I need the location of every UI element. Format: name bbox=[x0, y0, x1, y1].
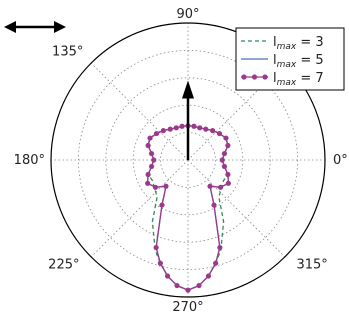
series-3-point-19 bbox=[148, 163, 155, 170]
series-3-point-5 bbox=[210, 128, 216, 134]
series-3-point-28 bbox=[174, 282, 180, 289]
radial-gridline-2 bbox=[132, 104, 244, 216]
series-3-point-31 bbox=[205, 273, 212, 279]
series-3-point-37 bbox=[225, 180, 231, 186]
outer-circle bbox=[50, 22, 326, 298]
series-3-point-39 bbox=[221, 163, 228, 170]
series-3-point-3 bbox=[223, 135, 229, 141]
angle-gridline-315 bbox=[187, 159, 286, 258]
series-3-point-11 bbox=[173, 125, 179, 131]
series-3-point-16 bbox=[145, 142, 151, 149]
legend-label-1: lmax = 3 bbox=[273, 35, 324, 52]
series-3-point-33 bbox=[217, 244, 223, 251]
series-3-point-7 bbox=[197, 125, 203, 131]
series-3-point-35 bbox=[207, 183, 213, 189]
series-3-point-26 bbox=[157, 260, 163, 266]
series-3-point-20 bbox=[145, 171, 151, 178]
angle-label-135: 135° bbox=[52, 44, 83, 59]
series-3-point-18 bbox=[151, 157, 157, 163]
series-3-point-27 bbox=[164, 273, 171, 279]
polar-grid bbox=[50, 22, 326, 298]
series-3-point-15 bbox=[147, 135, 153, 141]
field-arrow-head bbox=[182, 80, 194, 99]
double-arrow-icon bbox=[4, 21, 66, 33]
legend-marker-3-0 bbox=[241, 74, 247, 80]
angle-label-270: 270° bbox=[172, 300, 203, 315]
radial-gridline-3 bbox=[105, 77, 271, 243]
angle-label-0: 0° bbox=[333, 153, 348, 168]
series-3-point-32 bbox=[213, 260, 219, 266]
series-3-point-34 bbox=[211, 202, 217, 208]
series-3-point-25 bbox=[153, 244, 159, 251]
series-3-point-6 bbox=[203, 126, 209, 132]
series-3-point-8 bbox=[191, 123, 197, 129]
series-3-point-21 bbox=[145, 180, 151, 186]
series-3-point-2 bbox=[225, 142, 231, 149]
legend-marker-3-1 bbox=[251, 74, 258, 80]
series-3-point-13 bbox=[160, 128, 166, 134]
angle-label-180: 180° bbox=[14, 153, 45, 168]
arrow-layer bbox=[182, 80, 194, 160]
series-3-point-30 bbox=[196, 282, 202, 289]
series-3-point-10 bbox=[179, 123, 185, 129]
series-layer bbox=[145, 123, 231, 293]
series-3-point-17 bbox=[148, 150, 155, 157]
series-3-point-29 bbox=[185, 287, 191, 293]
legend-marker-3-2 bbox=[262, 74, 268, 80]
series-3-point-38 bbox=[225, 171, 231, 178]
series-3-point-23 bbox=[163, 183, 169, 189]
angle-gridline-135 bbox=[90, 62, 189, 161]
legend-label-2: lmax = 5 bbox=[273, 53, 324, 70]
angle-label-225: 225° bbox=[48, 257, 79, 272]
series-3-point-0 bbox=[219, 157, 225, 163]
series-3-point-24 bbox=[159, 202, 165, 208]
series-3-point-12 bbox=[167, 126, 173, 132]
angle-label-315: 315° bbox=[296, 257, 327, 272]
legend-label-3: lmax = 7 bbox=[273, 71, 324, 88]
series-3-point-22 bbox=[152, 184, 159, 190]
angle-gridline-45 bbox=[187, 62, 286, 161]
series-3-point-4 bbox=[216, 130, 223, 137]
angle-labels: 0° 90° 135° 180° 225° 270° 315° bbox=[14, 7, 348, 315]
series-3-point-14 bbox=[153, 130, 160, 137]
series-3-point-36 bbox=[217, 184, 224, 190]
angle-gridline-225 bbox=[90, 159, 189, 258]
series-3-point-1 bbox=[221, 150, 228, 157]
radial-gridline-4 bbox=[78, 50, 298, 270]
angle-label-90: 90° bbox=[176, 7, 199, 22]
